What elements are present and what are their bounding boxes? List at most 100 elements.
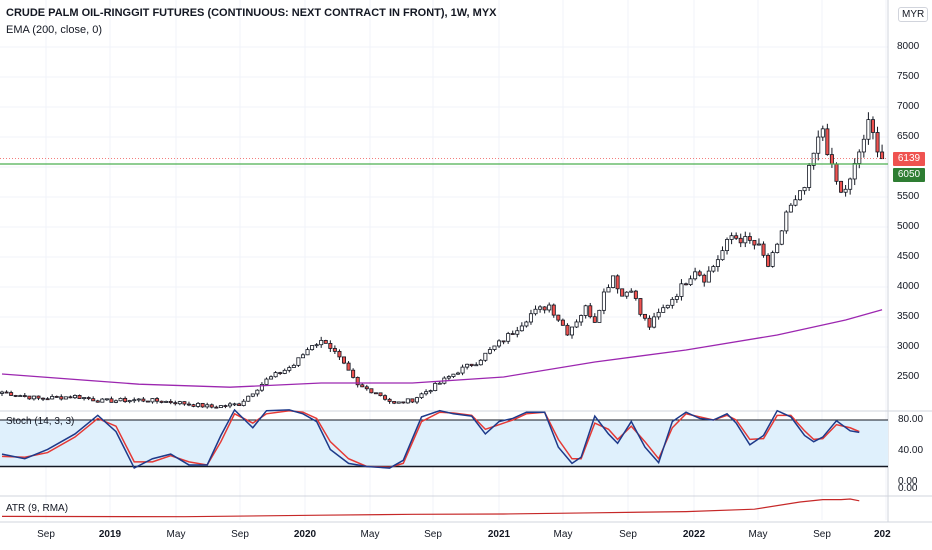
- candle-body: [259, 384, 264, 391]
- candle-body: [652, 316, 657, 328]
- stoch-band: [0, 420, 888, 467]
- candle-body: [670, 298, 675, 306]
- x-tick-label: May: [553, 529, 573, 540]
- candle-body: [150, 398, 155, 403]
- candle-body: [483, 352, 488, 361]
- candle-body: [825, 128, 830, 156]
- candle-body: [524, 321, 529, 327]
- candle-body: [136, 398, 141, 401]
- candle-body: [474, 364, 479, 367]
- candle-body: [291, 364, 296, 368]
- stoch-d-line: [1, 409, 860, 469]
- candle-body: [492, 345, 497, 350]
- candle-body: [720, 250, 725, 261]
- candle-body: [319, 340, 324, 346]
- candle-body: [688, 278, 693, 285]
- candle-body: [186, 403, 191, 406]
- candle-body: [807, 165, 812, 188]
- candle-body: [123, 397, 128, 403]
- candle-body: [68, 396, 73, 399]
- candle-body: [510, 333, 515, 335]
- candle-body: [556, 314, 561, 321]
- candle-body: [168, 400, 173, 404]
- candle-body: [282, 369, 287, 374]
- candle-body: [209, 404, 214, 408]
- candles-group: [0, 112, 885, 409]
- candle-body: [880, 151, 885, 160]
- x-tick-label: Sep: [813, 529, 831, 540]
- candle-body: [54, 396, 59, 398]
- price-tick-label: 2500: [897, 371, 920, 382]
- candle-body: [273, 372, 278, 378]
- candle-body: [784, 211, 789, 232]
- candle-body: [647, 317, 652, 328]
- candle-body: [82, 397, 87, 399]
- x-tick-label: Sep: [231, 529, 249, 540]
- candle-body: [369, 388, 374, 394]
- candle-body: [597, 309, 602, 323]
- price-tick-label: 7000: [897, 101, 920, 112]
- stoch-tick-label: 40.00: [898, 445, 924, 456]
- candle-body: [857, 151, 862, 164]
- candle-body: [611, 275, 616, 288]
- price-tick-label: 5000: [897, 221, 920, 232]
- candle-body: [615, 275, 620, 290]
- price-tick-label: 3000: [897, 341, 920, 352]
- candle-body: [191, 404, 196, 407]
- candle-body: [656, 311, 661, 318]
- stoch-k-line: [1, 408, 860, 470]
- candle-body: [287, 367, 292, 371]
- candle-body: [405, 398, 410, 404]
- candle-body: [515, 330, 520, 335]
- candle-body: [182, 401, 187, 405]
- candle-body: [91, 398, 96, 402]
- candle-body: [95, 400, 100, 403]
- candle-body: [118, 397, 123, 402]
- candle-body: [223, 405, 228, 407]
- candle-body: [0, 391, 4, 394]
- candle-body: [455, 372, 460, 375]
- candle-body: [629, 290, 634, 293]
- candle-body: [100, 398, 105, 403]
- candle-body: [414, 397, 419, 403]
- x-tick-label: 2021: [487, 529, 511, 540]
- x-tick-label: May: [166, 529, 186, 540]
- candle-body: [104, 398, 109, 401]
- candle-body: [155, 398, 160, 402]
- candle-body: [460, 366, 465, 374]
- candle-body: [396, 401, 401, 404]
- candle-body: [843, 188, 848, 193]
- stoch-label: Stoch (14, 3, 3): [6, 416, 75, 427]
- candle-body: [360, 384, 365, 388]
- candle-body: [214, 406, 219, 409]
- candle-body: [36, 395, 41, 399]
- level-badge: 6050: [893, 168, 925, 182]
- candle-body: [706, 270, 711, 283]
- candle-body: [196, 402, 201, 407]
- candle-body: [775, 243, 780, 253]
- candle-body: [305, 349, 310, 356]
- candle-body: [620, 288, 625, 297]
- x-tick-label: May: [748, 529, 768, 540]
- candle-body: [702, 274, 707, 283]
- candle-body: [269, 376, 274, 380]
- candle-body: [31, 395, 36, 400]
- candle-body: [323, 340, 328, 344]
- currency-label[interactable]: MYR: [898, 7, 929, 22]
- candle-body: [63, 396, 68, 400]
- price-tick-label: 4000: [897, 281, 920, 292]
- candle-body: [364, 386, 369, 390]
- candle-body: [606, 287, 611, 293]
- candle-body: [752, 239, 757, 246]
- candle-body: [756, 243, 761, 246]
- candle-body: [834, 163, 839, 182]
- candle-body: [177, 401, 182, 405]
- candle-body: [86, 397, 91, 400]
- x-tick-label: Sep: [424, 529, 442, 540]
- candle-body: [798, 190, 803, 201]
- candle-body: [164, 400, 169, 403]
- last-price-badge: 6139: [893, 152, 925, 166]
- candle-body: [638, 298, 643, 315]
- candle-body: [264, 378, 269, 385]
